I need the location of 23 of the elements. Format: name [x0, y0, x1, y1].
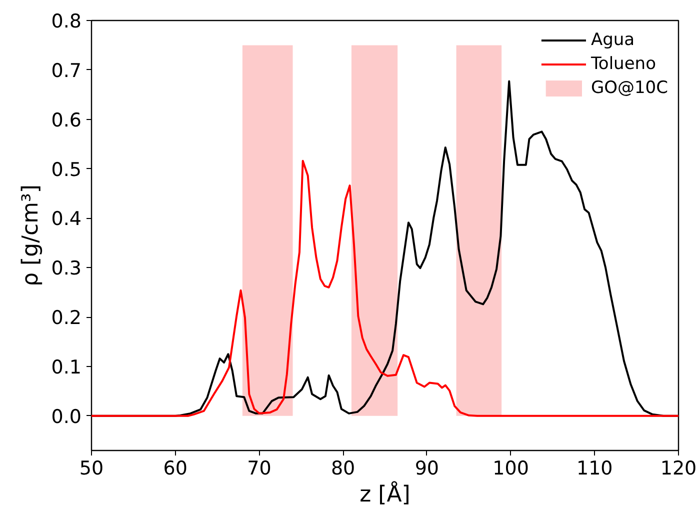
- x-tick-label: 90: [414, 458, 440, 480]
- y-tick-label: 0.7: [51, 60, 82, 82]
- y-axis-title: ρ [g/cm³]: [18, 184, 44, 286]
- x-tick-label: 60: [163, 458, 188, 480]
- x-tick-label: 120: [660, 458, 697, 480]
- x-tick-label: 100: [492, 458, 529, 480]
- y-tick-label: 0.8: [51, 10, 82, 32]
- x-tick-label: 70: [247, 458, 272, 480]
- y-tick-label: 0.6: [51, 109, 82, 132]
- legend-label: Agua: [590, 30, 635, 50]
- line-series: [92, 160, 678, 417]
- x-axis-title: z [Å]: [360, 480, 410, 508]
- y-tick-label: 0.3: [51, 258, 82, 280]
- y-tick-label: 0.1: [51, 356, 82, 378]
- legend-label: GO@10C: [590, 78, 668, 98]
- y-tick-label: 0.4: [51, 208, 82, 230]
- y-tick-label: 0.5: [51, 158, 82, 181]
- x-tick-label: 110: [576, 458, 613, 480]
- x-tick-label: 50: [79, 458, 104, 480]
- x-tick-label: 80: [330, 458, 356, 480]
- y-tick-label: 0.2: [51, 307, 82, 330]
- y-tick-label: 0.0: [51, 406, 82, 428]
- legend-label: Tolueno: [590, 54, 656, 74]
